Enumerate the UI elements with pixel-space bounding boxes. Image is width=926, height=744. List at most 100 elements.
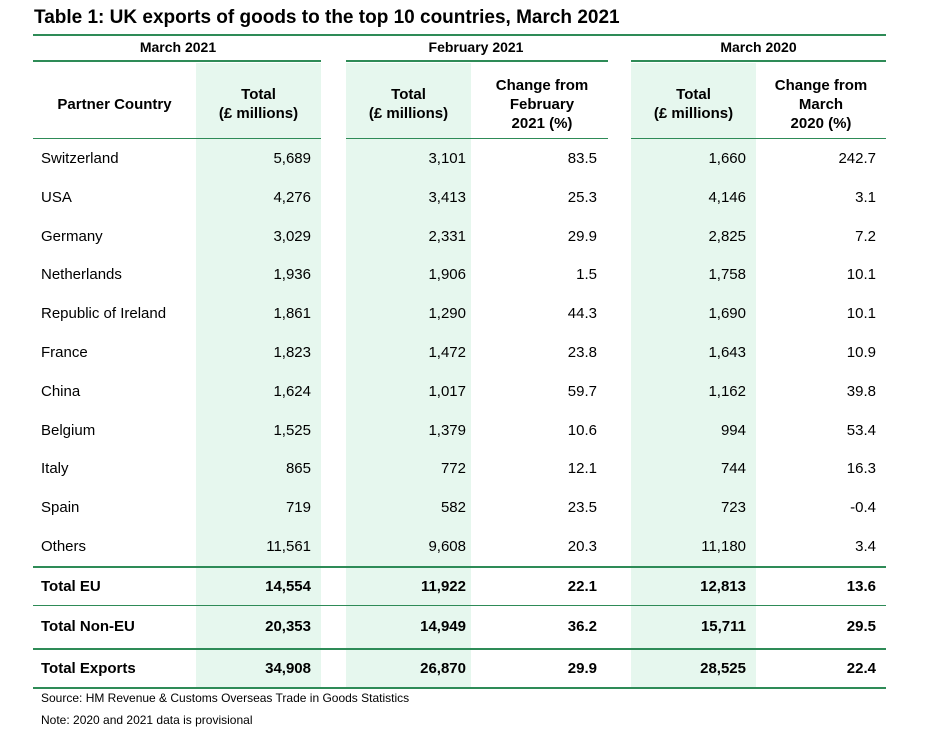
value-cell-mar20: 1,758: [708, 266, 746, 283]
rule-above-total-non-eu: [33, 605, 886, 606]
value-cell-mar21: 865: [285, 460, 311, 477]
change-cell-mar20: 242.7: [838, 150, 876, 167]
change-cell-mar20: 39.8: [846, 383, 876, 400]
value-cell-mar21: 20,353: [265, 618, 311, 635]
header-change-mar20: Change from March 2020 (%): [774, 76, 868, 132]
rule-header-mar21: [33, 138, 321, 139]
value-cell-feb21: 772: [440, 460, 466, 477]
change-cell-feb21: 22.1: [567, 578, 597, 595]
change-cell-feb21: 59.7: [567, 383, 597, 400]
value-cell-mar21: 34,908: [265, 660, 311, 677]
change-cell-feb21: 83.5: [567, 150, 597, 167]
change-cell-feb21: 29.9: [567, 660, 597, 677]
value-cell-mar21: 1,624: [273, 383, 311, 400]
value-cell-feb21: 1,017: [428, 383, 466, 400]
change-cell-mar20: 3.4: [855, 538, 876, 555]
change-cell-feb21: 1.5: [576, 266, 597, 283]
shade-col-mar21: [196, 63, 321, 689]
value-cell-feb21: 3,101: [428, 150, 466, 167]
value-cell-mar21: 5,689: [273, 150, 311, 167]
country-cell: Total Exports: [41, 660, 136, 677]
value-cell-mar20: 28,525: [700, 660, 746, 677]
value-cell-mar21: 1,936: [273, 266, 311, 283]
value-cell-mar20: 994: [720, 422, 746, 439]
change-cell-mar20: 7.2: [855, 228, 876, 245]
rule-above-total-exports: [33, 648, 886, 650]
country-cell: France: [41, 344, 88, 361]
change-cell-feb21: 23.8: [567, 344, 597, 361]
table-title: Table 1: UK exports of goods to the top …: [34, 7, 620, 28]
rule-group-mar21: [33, 60, 321, 62]
change-cell-mar20: 53.4: [846, 422, 876, 439]
provisional-note: Note: 2020 and 2021 data is provisional: [41, 713, 253, 727]
header-total-mar20: Total (£ millions): [653, 86, 734, 122]
value-cell-mar21: 14,554: [265, 578, 311, 595]
rule-header-mar20: [631, 138, 886, 139]
value-cell-mar21: 4,276: [273, 189, 311, 206]
value-cell-feb21: 14,949: [420, 618, 466, 635]
change-cell-feb21: 44.3: [567, 305, 597, 322]
header-partner-country: Partner Country: [57, 95, 172, 113]
source-note: Source: HM Revenue & Customs Overseas Tr…: [41, 691, 410, 705]
country-cell: Total Non-EU: [41, 618, 135, 635]
value-cell-mar20: 744: [720, 460, 746, 477]
group-february-2021: February 2021: [428, 39, 524, 55]
value-cell-mar20: 4,146: [708, 189, 746, 206]
change-cell-mar20: 10.9: [846, 344, 876, 361]
country-cell: China: [41, 383, 81, 400]
change-cell-feb21: 10.6: [567, 422, 597, 439]
shade-col-feb21: [346, 63, 471, 689]
change-cell-mar20: 22.4: [846, 660, 876, 677]
value-cell-mar20: 1,690: [708, 305, 746, 322]
country-cell: Germany: [41, 228, 103, 245]
country-cell: Spain: [41, 499, 80, 516]
group-march-2021: March 2021: [139, 39, 217, 55]
country-cell: USA: [41, 189, 72, 206]
change-cell-feb21: 29.9: [567, 228, 597, 245]
value-cell-mar20: 12,813: [700, 578, 746, 595]
change-cell-mar20: 3.1: [855, 189, 876, 206]
change-cell-feb21: 23.5: [567, 499, 597, 516]
value-cell-mar20: 2,825: [708, 228, 746, 245]
change-cell-feb21: 25.3: [567, 189, 597, 206]
change-cell-mar20: 29.5: [846, 618, 876, 635]
value-cell-feb21: 3,413: [428, 189, 466, 206]
value-cell-feb21: 1,472: [428, 344, 466, 361]
country-cell: Republic of Ireland: [41, 305, 167, 322]
value-cell-mar21: 1,861: [273, 305, 311, 322]
value-cell-mar20: 1,162: [708, 383, 746, 400]
rule-header-feb21: [346, 138, 608, 139]
country-cell: Switzerland: [41, 150, 119, 167]
value-cell-mar20: 1,660: [708, 150, 746, 167]
change-cell-feb21: 20.3: [567, 538, 597, 555]
rule-bottom: [33, 687, 886, 689]
change-cell-feb21: 12.1: [567, 460, 597, 477]
value-cell-feb21: 1,379: [428, 422, 466, 439]
value-cell-feb21: 11,922: [420, 578, 466, 595]
value-cell-feb21: 2,331: [428, 228, 466, 245]
value-cell-mar20: 15,711: [700, 618, 746, 635]
country-cell: Italy: [41, 460, 69, 477]
country-cell: Netherlands: [41, 266, 122, 283]
value-cell-mar21: 1,823: [273, 344, 311, 361]
change-cell-mar20: 13.6: [846, 578, 876, 595]
country-cell: Belgium: [41, 422, 96, 439]
group-march-2020: March 2020: [720, 39, 797, 55]
value-cell-feb21: 582: [440, 499, 466, 516]
value-cell-mar21: 11,561: [266, 538, 311, 555]
rule-group-mar20: [631, 60, 886, 62]
change-cell-feb21: 36.2: [567, 618, 597, 635]
value-cell-feb21: 1,906: [428, 266, 466, 283]
shade-col-mar20: [631, 63, 756, 689]
rule-above-total-eu: [33, 566, 886, 568]
value-cell-mar21: 3,029: [273, 228, 311, 245]
value-cell-mar20: 723: [720, 499, 746, 516]
value-cell-mar21: 719: [285, 499, 311, 516]
value-cell-mar20: 1,643: [708, 344, 746, 361]
rule-top: [33, 34, 886, 36]
value-cell-feb21: 9,608: [428, 538, 466, 555]
change-cell-mar20: 16.3: [846, 460, 876, 477]
header-total-feb21: Total (£ millions): [368, 86, 449, 122]
header-change-feb21: Change from February 2021 (%): [495, 76, 589, 132]
value-cell-feb21: 26,870: [420, 660, 466, 677]
